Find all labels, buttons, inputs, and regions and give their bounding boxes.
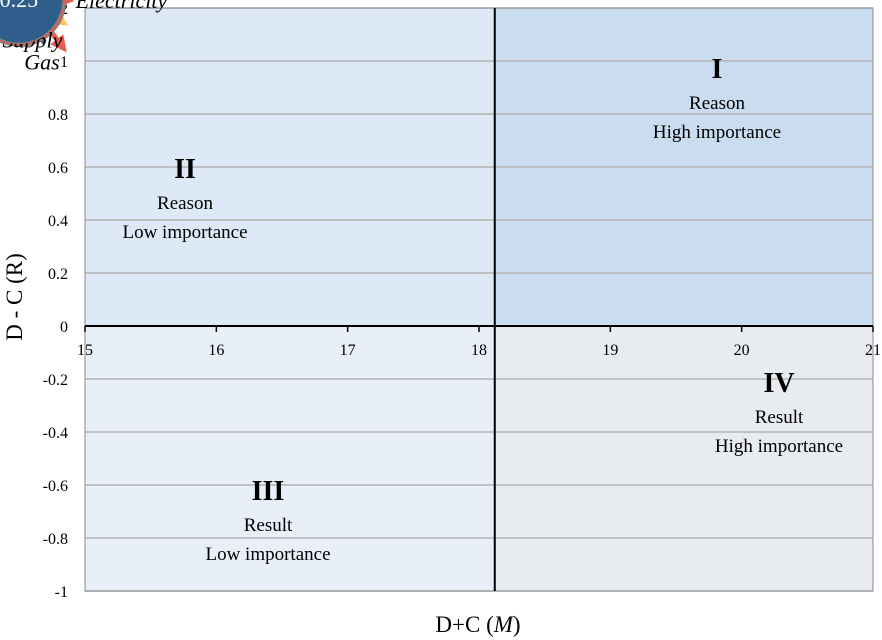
x-tick-label: 18 <box>471 342 487 359</box>
x-axis-title: D+C (M) <box>435 612 520 637</box>
quadrant-label-line2: High importance <box>715 436 843 457</box>
quadrant-label-line2: Low importance <box>205 544 330 565</box>
x-tick-label: 20 <box>734 342 750 359</box>
y-tick-label: -1 <box>55 584 68 601</box>
x-tick-label: 17 <box>340 342 356 359</box>
quadrant-iv-numeral: IV <box>763 368 794 399</box>
x-tick-label: 15 <box>77 342 93 359</box>
quadrant-ii-numeral: II <box>174 154 196 185</box>
quadrant-iv-background <box>494 326 873 591</box>
y-tick-label: 0.6 <box>48 160 68 177</box>
axes: 15 16 17 18 19 20 21 -1 -0.8 -0.6 -0.4 -0.2 0 0.2 0.4 0… <box>43 1 881 601</box>
y-tick-label: -0.8 <box>43 531 68 548</box>
quadrant-label-line2: Low importance <box>122 222 247 243</box>
node-gas-value: 0.25 <box>0 0 38 12</box>
y-axis-title: D - C (R) <box>2 253 27 341</box>
x-tick-label: 21 <box>865 342 881 359</box>
y-tick-label: 0.8 <box>48 107 68 124</box>
nodes: 0.26Drainage0.27Electricity0.22Water Sup… <box>0 0 167 74</box>
y-tick-label: -0.6 <box>43 478 68 495</box>
gridlines <box>85 7 873 592</box>
y-tick-label: -0.2 <box>43 372 68 389</box>
quadrant-iii-background <box>85 326 495 591</box>
y-tick-label: 1 <box>60 54 68 71</box>
node-gas-name: Gas <box>24 49 59 74</box>
y-tick-label: -0.4 <box>43 425 68 442</box>
quadrant-label-line1: Reason <box>689 93 745 114</box>
y-tick-label: 0.4 <box>48 213 68 230</box>
quadrant-label-line2: High importance <box>653 122 781 143</box>
y-tick-label: 0 <box>60 319 68 336</box>
quadrant-label-line1: Result <box>755 407 804 428</box>
quadrant-backgrounds <box>85 8 873 591</box>
plot-frame <box>84 7 874 592</box>
y-tick-label: 0.2 <box>48 266 68 283</box>
x-tick-label: 19 <box>602 342 618 359</box>
quadrant-i-numeral: I <box>712 54 723 85</box>
quadrant-labels: I Reason High importance II Reason Low import… <box>122 54 843 565</box>
quadrant-label-line1: Result <box>244 515 293 536</box>
quadrant-iii-numeral: III <box>252 476 285 507</box>
x-tick-label: 16 <box>208 342 224 359</box>
node-gas-circle <box>0 0 64 45</box>
quadrant-label-line1: Reason <box>157 193 213 214</box>
node-electricity-name: Electricity <box>75 0 168 13</box>
